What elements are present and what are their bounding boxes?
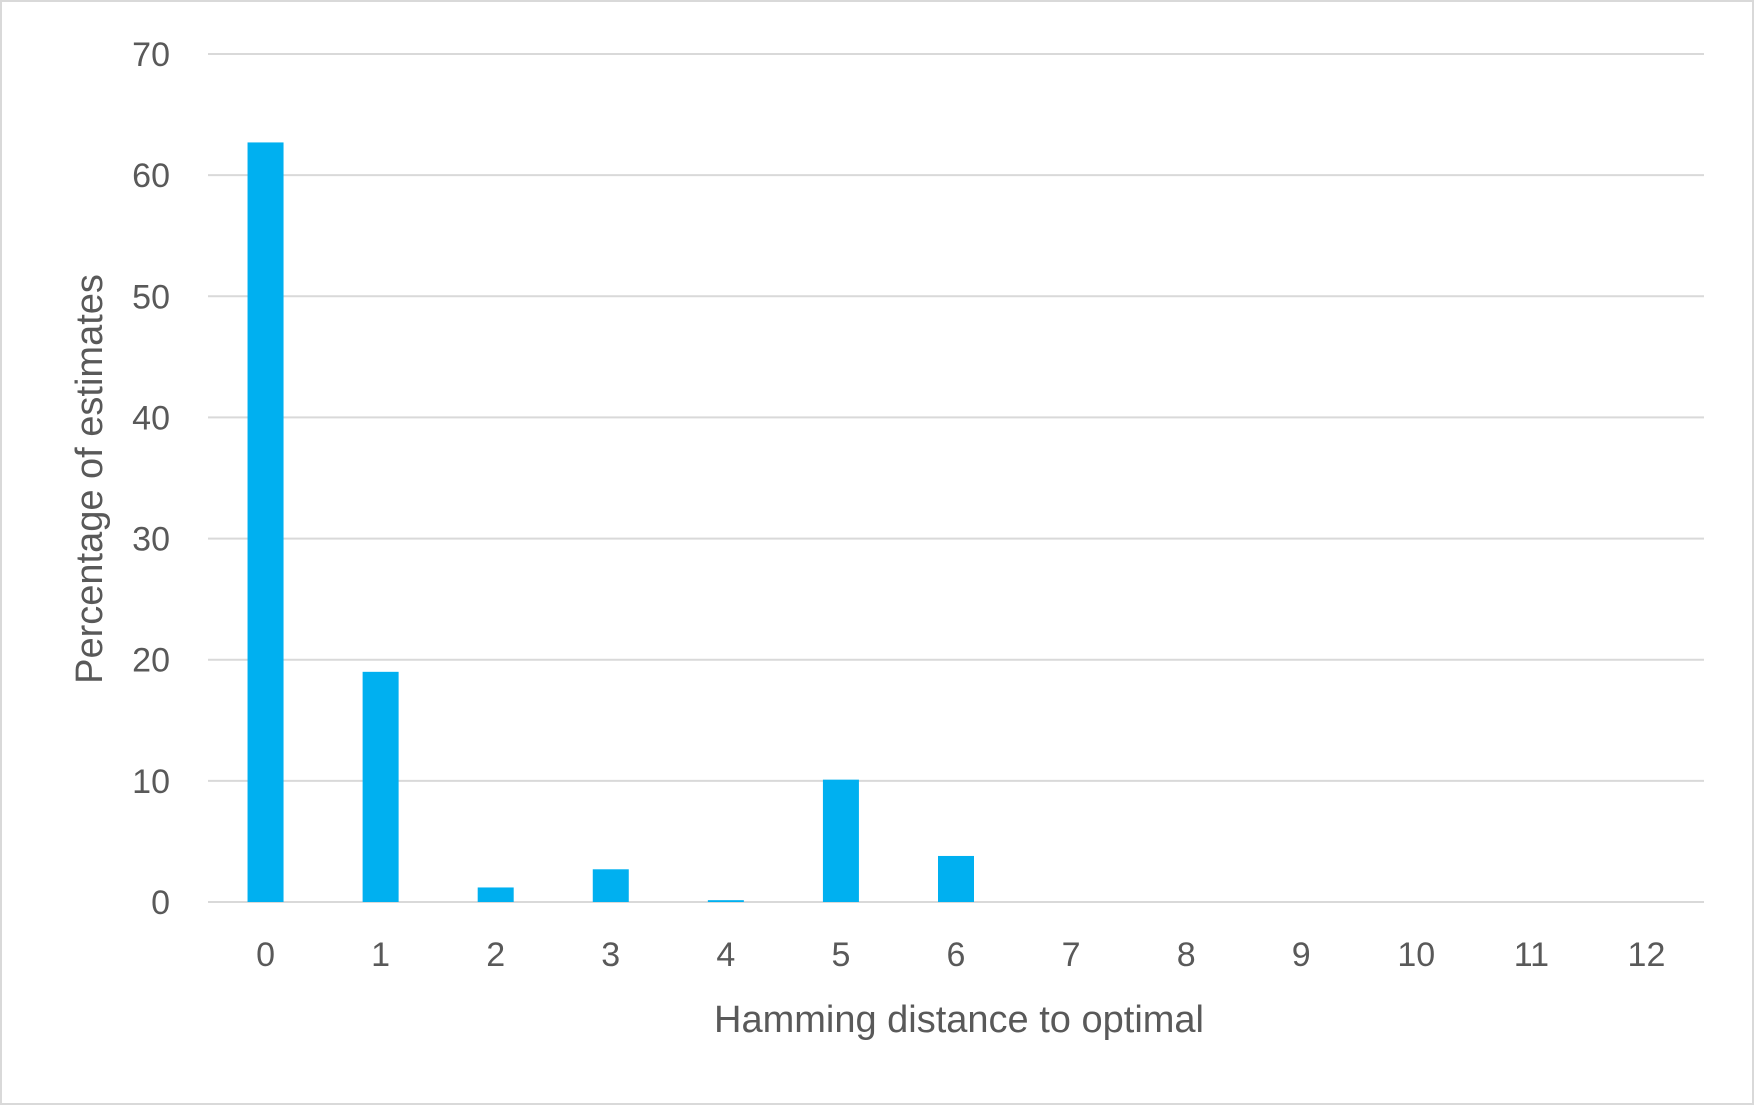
x-axis-title: Hamming distance to optimal: [714, 999, 1204, 1041]
gridlines: [208, 53, 1704, 903]
y-axis-title: Percentage of estimates: [69, 274, 111, 684]
y-tick-label: 50: [132, 278, 170, 316]
bar-3: [592, 869, 629, 902]
x-tick-label: 4: [716, 936, 735, 974]
y-tick-label: 60: [132, 157, 170, 195]
bar-6: [938, 855, 974, 902]
bar-2: [477, 887, 514, 902]
x-tick-label: 0: [256, 936, 275, 974]
x-tick-label: 12: [1628, 936, 1666, 974]
x-tick-label: 2: [486, 936, 505, 974]
y-tick-label: 0: [151, 884, 170, 922]
x-tick-label: 9: [1292, 936, 1311, 974]
y-axis-ticks: 0 10 20 30 40 50 60 70: [132, 36, 170, 922]
y-tick-label: 70: [132, 36, 170, 74]
y-tick-label: 40: [132, 399, 170, 437]
x-axis-ticks: 0 1 2 3 4 5 6 7 8 9 10 11 12: [256, 936, 1665, 974]
x-tick-label: 5: [831, 936, 850, 974]
x-tick-label: 3: [601, 936, 620, 974]
bar-4: [707, 900, 744, 902]
bars: [247, 142, 974, 903]
x-tick-label: 7: [1062, 936, 1081, 974]
bar-1: [362, 671, 399, 902]
y-tick-label: 20: [132, 642, 170, 680]
y-tick-label: 10: [132, 763, 170, 801]
x-tick-label: 1: [371, 936, 390, 974]
x-tick-label: 8: [1177, 936, 1196, 974]
x-tick-label: 11: [1514, 936, 1549, 974]
bar-0: [247, 142, 284, 903]
x-tick-label: 6: [947, 936, 966, 974]
y-tick-label: 30: [132, 521, 170, 559]
x-tick-label: 10: [1397, 936, 1435, 974]
bar-5: [822, 779, 859, 902]
